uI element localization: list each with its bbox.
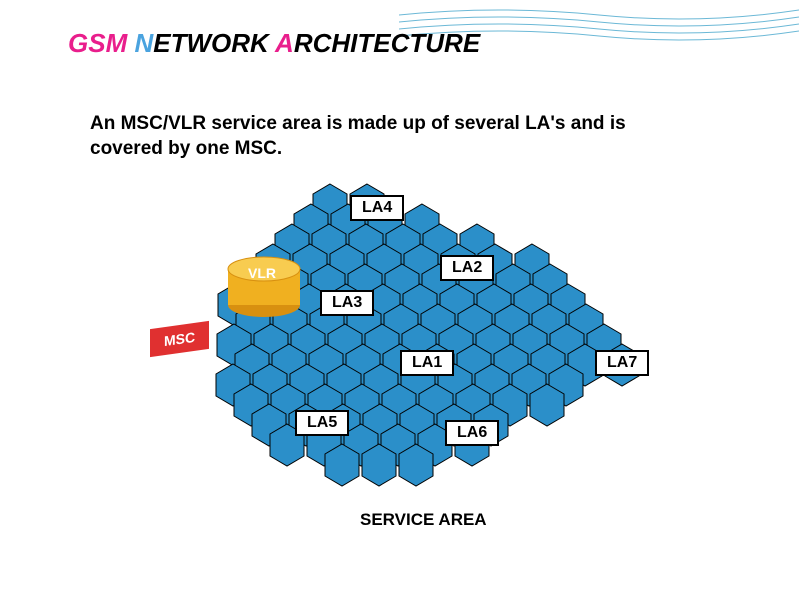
service-area-diagram: MSC VLR LA4 LA2 LA3 LA1 LA7 LA5 LA6 SERVICE AR…: [135, 175, 695, 535]
subtitle-text: An MSC/VLR service area is made up of se…: [90, 112, 650, 161]
title-part-2: ETWORK: [153, 28, 275, 58]
la-label-la1: LA1: [400, 350, 454, 376]
hex-cell: [396, 442, 436, 488]
msc-node: MSC: [150, 321, 209, 357]
service-area-label: SERVICE AREA: [360, 510, 487, 530]
la-label-la5: LA5: [295, 410, 349, 436]
la-label-la3: LA3: [320, 290, 374, 316]
la-label-la6: LA6: [445, 420, 499, 446]
page-title: GSM NETWORK ARCHITECTURE: [68, 28, 480, 59]
hex-cell: [527, 382, 567, 428]
la-label-la2: LA2: [440, 255, 494, 281]
la-label-la7: LA7: [595, 350, 649, 376]
msc-label: MSC: [164, 329, 195, 349]
title-part-3: A: [275, 28, 294, 58]
vlr-label: VLR: [248, 265, 276, 281]
hex-cell: [359, 442, 399, 488]
title-part-4: RCHITECTURE: [294, 28, 480, 58]
vlr-node: [225, 253, 303, 324]
title-part-0: GSM: [68, 28, 134, 58]
la-label-la4: LA4: [350, 195, 404, 221]
title-part-1: N: [134, 28, 153, 58]
hex-cell: [322, 442, 362, 488]
